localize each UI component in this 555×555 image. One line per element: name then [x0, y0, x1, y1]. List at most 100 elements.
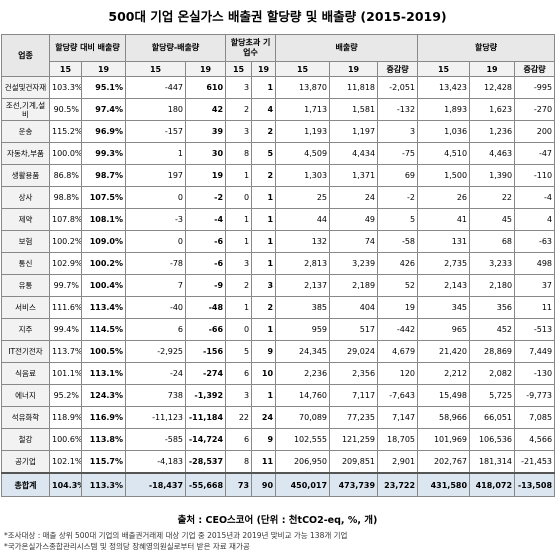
row-label: 석유화학 [1, 406, 50, 429]
cell: -270 [514, 98, 555, 121]
cell: 114.5% [80, 318, 127, 341]
cell: -995 [514, 76, 555, 99]
cell: 1 [225, 296, 253, 319]
cell: 52 [377, 274, 419, 297]
table-row: 조선,기계,설비 90.5% 97.4% 180 42 2 4 1,713 1,581 -132 1… [1, 98, 555, 121]
cell: 11 [251, 450, 277, 474]
cell: 356 [469, 296, 516, 319]
table-row: 식음료 101.1% 113.1% -24 -274 6 10 2,236 2,356 120 2,… [1, 362, 555, 385]
cell: 58,966 [417, 406, 471, 429]
cell: 1,893 [417, 98, 471, 121]
cell: 8 [225, 142, 253, 165]
cell: 121,259 [329, 428, 379, 451]
cell: 345 [417, 296, 471, 319]
cell: 13,423 [417, 76, 471, 99]
cell: 18,705 [377, 428, 419, 451]
cell: 113.7% [49, 340, 82, 363]
cell: 1 [225, 164, 253, 187]
cell: 39 [185, 120, 227, 143]
table-row: 상사 98.8% 107.5% 0 -2 0 1 25 24 -2 26 22 -4 [1, 186, 555, 209]
cell: 95.2% [49, 384, 82, 407]
table-row: 보험 100.2% 109.0% 0 -6 1 1 132 74 -58 131 68 -63 [1, 230, 555, 253]
row-label: IT전기전자 [1, 340, 50, 363]
cell: 2,143 [417, 274, 471, 297]
cell: 4,679 [377, 340, 419, 363]
cell: -513 [514, 318, 555, 341]
cell: 24 [251, 406, 277, 429]
cell: -2,925 [125, 340, 187, 363]
cell: 77,235 [329, 406, 379, 429]
cell: 4,434 [329, 142, 379, 165]
cell: 108.1% [80, 208, 127, 231]
title: 500대 기업 온실가스 배출권 할당량 및 배출량 (2015-2019) [108, 9, 447, 24]
row-label: 통신 [1, 252, 50, 275]
cell: -18,437 [125, 472, 187, 497]
cell: 7,117 [329, 384, 379, 407]
cell: 45 [469, 208, 516, 231]
cell: 3 [225, 252, 253, 275]
cell: 68 [469, 230, 516, 253]
cell: 1 [251, 186, 277, 209]
cell: 24,345 [275, 340, 331, 363]
cell: 2,356 [329, 362, 379, 385]
cell: 98.8% [49, 186, 82, 209]
cell: -2 [377, 186, 419, 209]
cell: 6 [125, 318, 187, 341]
cell: 965 [417, 318, 471, 341]
subheader-cell: 15 [275, 61, 331, 77]
cell: 22 [469, 186, 516, 209]
cell: 113.1% [80, 362, 127, 385]
cell: 0 [125, 186, 187, 209]
table-row: 자동차,부품 100.0% 99.3% 1 30 8 5 4,509 4,434 -75 4,510… [1, 142, 555, 165]
cell: 5 [377, 208, 419, 231]
cell: 206,950 [275, 450, 331, 474]
cell: 99.3% [80, 142, 127, 165]
cell: 3,233 [469, 252, 516, 275]
cell: -14,724 [185, 428, 227, 451]
cell: 2 [251, 120, 277, 143]
cell: 2 [225, 274, 253, 297]
cell: 452 [469, 318, 516, 341]
cell: 418,072 [469, 472, 516, 497]
cell: 23,722 [377, 472, 419, 497]
cell: 1,500 [417, 164, 471, 187]
row-label: 조선,기계,설비 [1, 98, 50, 121]
table-row: 서비스 111.6% 113.4% -40 -48 1 2 385 404 19 345 356 11 [1, 296, 555, 319]
note: *조사대상 : 매출 상위 500대 기업의 배출권거래제 대상 기업 중 20… [4, 531, 348, 540]
cell: 90 [251, 472, 277, 497]
row-label: 건설및건자재 [1, 76, 50, 99]
cell: 450,017 [275, 472, 331, 497]
subheader-cell: 19 [251, 61, 277, 77]
cell: 0 [225, 186, 253, 209]
cell: -11,123 [125, 406, 187, 429]
cell: 107.5% [80, 186, 127, 209]
cell: 90.5% [49, 98, 82, 121]
cell: -3 [125, 208, 187, 231]
cell: -447 [125, 76, 187, 99]
row-label: 총합계 [1, 472, 50, 497]
cell: -442 [377, 318, 419, 341]
cell: 2,082 [469, 362, 516, 385]
row-label: 철강 [1, 428, 50, 451]
cell: 7,085 [514, 406, 555, 429]
cell: -40 [125, 296, 187, 319]
cell: 102,555 [275, 428, 331, 451]
cell: 7,147 [377, 406, 419, 429]
subheader-cell: 19 [80, 61, 127, 77]
cell: 4,509 [275, 142, 331, 165]
subheader-cell: 19 [469, 61, 516, 77]
cell: 1 [125, 142, 187, 165]
cell: -2 [185, 186, 227, 209]
cell: 100.5% [80, 340, 127, 363]
cell: 4,510 [417, 142, 471, 165]
cell: 1,581 [329, 98, 379, 121]
cell: 115.2% [49, 120, 82, 143]
cell: 113.3% [80, 472, 127, 497]
cell: 1 [225, 230, 253, 253]
cell: 1 [225, 208, 253, 231]
cell: 118.9% [49, 406, 82, 429]
cell: 104.3% [49, 472, 82, 497]
cell: 101.1% [49, 362, 82, 385]
cell: 3 [225, 76, 253, 99]
cell: 95.1% [80, 76, 127, 99]
